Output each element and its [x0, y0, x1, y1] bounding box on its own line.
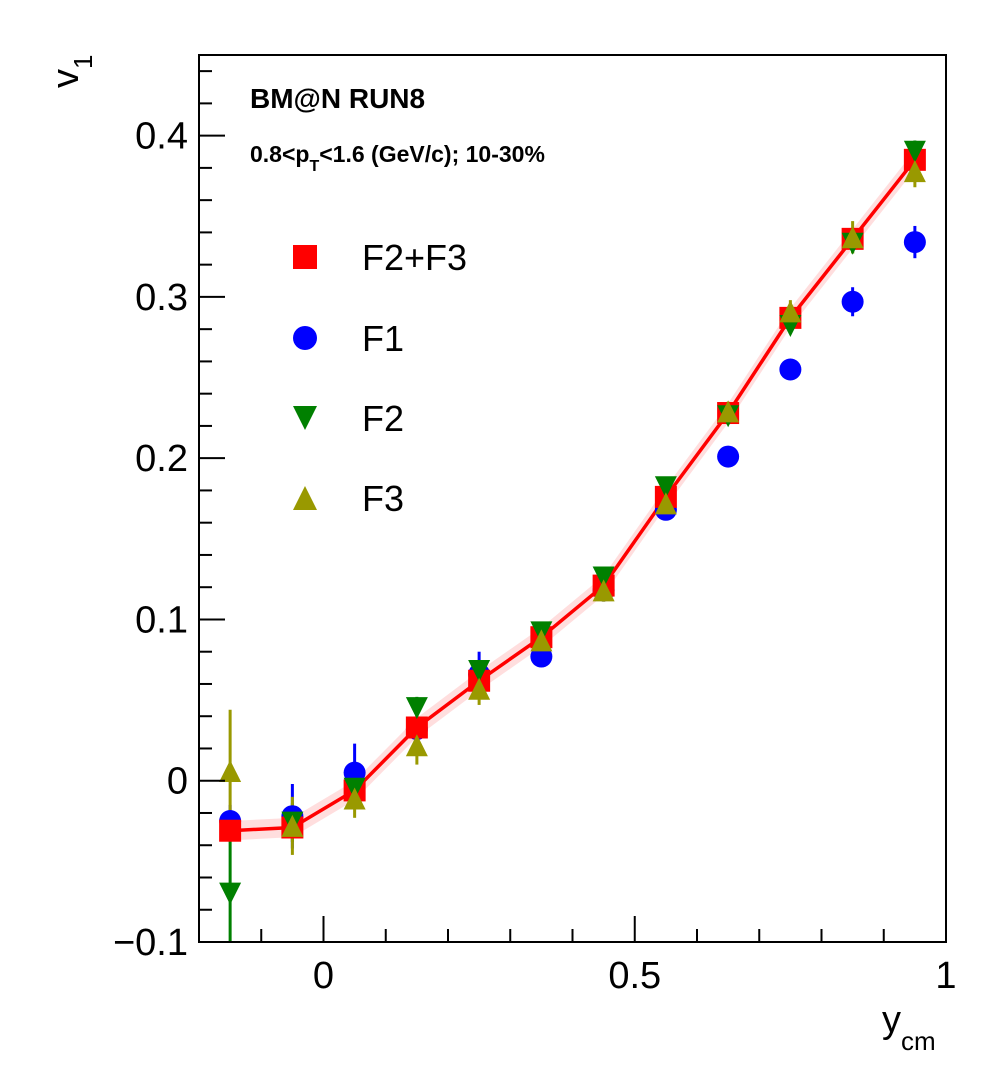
data-point-f1 [779, 358, 802, 381]
x-axis-title-main: y [882, 999, 901, 1041]
legend-label-f3: F3 [362, 478, 404, 519]
legend-label-f2-f3: F2+F3 [362, 237, 467, 278]
data-point-f2 [468, 660, 491, 683]
data-point-f2 [219, 882, 242, 905]
y-tick-label: 0.4 [135, 116, 188, 158]
data-point-f3 [779, 300, 802, 323]
data-point-f3 [592, 579, 615, 602]
legend-label-f2: F2 [362, 398, 404, 439]
y-tick-label: 0.2 [135, 438, 188, 480]
data-point-f1 [903, 231, 926, 254]
data-point-f2 [592, 566, 615, 589]
data-point-f3 [281, 814, 304, 837]
x-tick-label: 0.5 [608, 955, 661, 997]
data-point-f2 [654, 476, 677, 499]
y-tick-label: 0.1 [135, 599, 188, 641]
annotation-cuts-subscript: T [309, 158, 319, 175]
fit-band [230, 150, 915, 841]
data-point-f3 [654, 492, 677, 515]
y-axis-title-sub: 1 [68, 55, 98, 69]
y-tick-label: 0 [167, 761, 188, 803]
y-axis-title-text: v1 [45, 55, 98, 88]
data-point-f3 [530, 629, 553, 652]
fit-line-layer [230, 158, 917, 833]
legend-marker-f2-f3 [293, 245, 317, 269]
legend-marker-f1 [293, 326, 317, 350]
annotation-cuts: 0.8<pT<1.6 (GeV/c); 10-30% [250, 141, 545, 175]
data-point-f3 [717, 400, 740, 423]
data-point-f1 [717, 445, 740, 468]
fit-band-layer [230, 150, 915, 841]
error-bar-layer [228, 140, 917, 942]
legend-entry-f1: F1 [293, 318, 404, 359]
data-point-f3 [405, 734, 428, 757]
data-point-f3 [468, 677, 491, 700]
data-point-f2 [903, 140, 926, 163]
marker-layer [219, 140, 926, 905]
annotation-experiment: BM@N RUN8 [250, 83, 425, 114]
legend-marker-f2 [293, 406, 317, 430]
x-axis-title: ycm [882, 999, 936, 1056]
legend-entry-f3: F3 [293, 478, 404, 519]
y-tick-label: 0.3 [135, 277, 188, 319]
x-tick-label: 0 [313, 955, 334, 997]
tick-label-layer: 0 0.5 1 −0.1 0 0.1 0.2 0.3 0.4 [113, 116, 957, 997]
x-tick-label: 1 [935, 955, 956, 997]
annotation-cuts-prefix: 0.8<p [250, 141, 309, 167]
data-point-f2-f3 [405, 716, 428, 739]
legend-marker-f3 [293, 486, 317, 510]
x-axis-title-sub: cm [901, 1026, 936, 1056]
data-point-f2-f3 [219, 819, 242, 842]
data-point-f1 [841, 290, 864, 313]
data-point-f3 [219, 760, 242, 783]
legend: F2+F3 F1 F2 F3 [293, 237, 467, 519]
fit-line [230, 158, 917, 833]
tick-layer [198, 70, 947, 943]
y-tick-label: −0.1 [113, 922, 188, 964]
annotation-cuts-suffix: <1.6 (GeV/c); 10-30% [319, 141, 545, 167]
legend-entry-f2-f3: F2+F3 [293, 237, 467, 278]
y-axis-title: v1 [45, 55, 98, 88]
y-axis-title-main: v [45, 69, 87, 88]
legend-entry-f2: F2 [293, 398, 404, 439]
data-point-f3 [903, 160, 926, 183]
data-point-f3 [841, 226, 864, 249]
data-point-f2 [405, 697, 428, 720]
data-point-f3 [343, 787, 366, 810]
legend-label-f1: F1 [362, 318, 404, 359]
